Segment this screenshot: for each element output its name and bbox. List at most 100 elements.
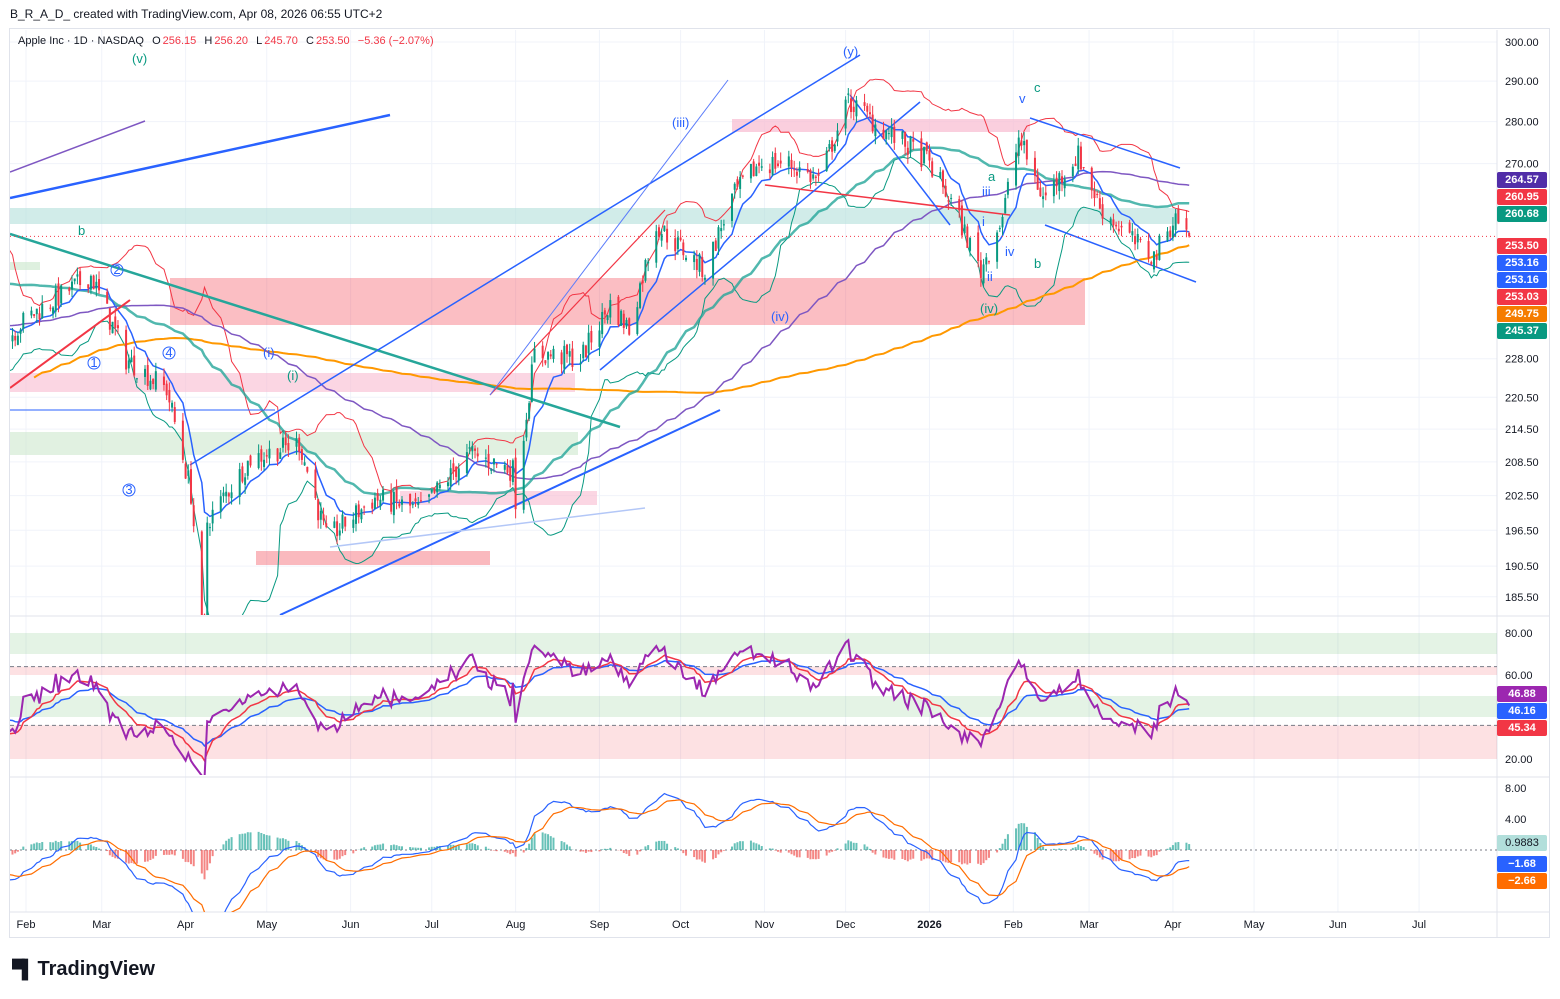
candle — [1090, 166, 1093, 199]
candle — [798, 161, 801, 178]
candle — [771, 151, 774, 177]
candle — [487, 445, 490, 476]
candle — [1023, 132, 1026, 154]
time-tick-label: Apr — [1164, 919, 1181, 931]
candle-body — [206, 522, 209, 615]
candle-body — [1063, 178, 1066, 189]
candle-body — [885, 130, 888, 140]
macd-histogram-bar — [590, 850, 593, 853]
candle-body — [279, 452, 282, 459]
candle — [219, 489, 222, 519]
candle-body — [276, 448, 279, 462]
candle-body — [306, 466, 309, 472]
candle — [525, 412, 528, 442]
symbol-legend: Apple Inc · 1D · NASDAQ O 256.15 H 256.20 … — [18, 35, 436, 47]
rsi-tick-label: 20.00 — [1505, 754, 1533, 766]
macd-histogram-bar — [768, 848, 771, 850]
candle — [152, 378, 155, 390]
price-tick-label: 196.50 — [1505, 525, 1539, 537]
macd-histogram-bar — [154, 850, 157, 856]
zone-rect — [10, 432, 578, 455]
candle-body — [768, 169, 771, 174]
trendline — [1029, 117, 1181, 169]
candle — [260, 445, 263, 471]
macd-histogram-bar — [885, 850, 888, 859]
macd-histogram-bar — [1139, 850, 1142, 856]
macd-histogram-bar — [739, 841, 742, 850]
candle-body — [452, 463, 455, 473]
candle-body — [855, 100, 858, 117]
macd-histogram-bar — [947, 850, 950, 863]
symbol-title[interactable]: Apple Inc · 1D · NASDAQ — [18, 35, 144, 47]
candle-body — [760, 166, 763, 168]
macd-histogram-bar — [428, 847, 431, 850]
macd-histogram-bar — [319, 850, 322, 859]
candle — [1042, 187, 1045, 208]
candle — [1109, 216, 1112, 231]
macd-histogram-bar — [560, 841, 563, 850]
candle-body — [809, 169, 812, 182]
rsi-value-tag: 46.88 — [1497, 686, 1547, 702]
macd-histogram-bar — [982, 850, 985, 864]
time-tick-label: Jun — [342, 919, 360, 931]
candle — [446, 476, 449, 491]
macd-histogram-bar — [355, 850, 358, 851]
macd-histogram-bar — [1134, 850, 1137, 859]
candle-body — [265, 455, 268, 457]
macd-histogram-bar — [244, 833, 247, 850]
candle — [1061, 170, 1064, 192]
candle-body — [238, 469, 241, 497]
chart-credit: B_R_A_D_ created with TradingView.com, A… — [10, 7, 383, 21]
candle — [1015, 143, 1018, 190]
candle — [89, 274, 92, 295]
tradingview-logo[interactable]: ▀▌ TradingView — [12, 958, 155, 981]
candle — [1025, 139, 1028, 166]
candle-body — [1036, 174, 1039, 190]
macd-histogram-bar — [812, 850, 815, 860]
candle — [644, 258, 647, 283]
candle-body — [776, 163, 779, 166]
macd-histogram-bar — [533, 833, 536, 850]
macd-histogram-bar — [676, 848, 679, 850]
candle — [1033, 151, 1036, 184]
candle — [506, 459, 509, 475]
candle-body — [960, 205, 963, 236]
wave-label: (i) — [287, 368, 299, 383]
candle-body — [79, 271, 82, 286]
candle — [265, 449, 268, 464]
candle-body — [1152, 251, 1155, 270]
macd-histogram-bar — [712, 850, 715, 860]
candle-body — [260, 449, 263, 462]
candle — [92, 274, 95, 290]
candle — [306, 466, 309, 474]
candle-body — [584, 345, 587, 358]
candle-body — [433, 488, 436, 493]
candle-body — [114, 316, 117, 328]
wave-label: iv — [1005, 244, 1015, 259]
macd-histogram-bar — [382, 843, 385, 850]
candle-body — [1061, 176, 1064, 183]
candle — [1177, 205, 1180, 225]
macd-histogram-bar — [95, 847, 98, 850]
candle-body — [701, 257, 704, 278]
time-tick-label: Jul — [1412, 919, 1426, 931]
candle — [985, 252, 988, 272]
macd-histogram-bar — [584, 850, 587, 853]
macd-histogram-bar — [1025, 826, 1028, 850]
candle — [663, 225, 666, 232]
candle-body — [676, 237, 679, 250]
candle — [736, 176, 739, 190]
macd-histogram-bar — [1131, 850, 1134, 859]
candle-body — [525, 419, 528, 438]
candle-body — [41, 303, 44, 319]
macd-histogram-bar — [1117, 850, 1120, 862]
candle — [249, 454, 252, 468]
candle — [944, 178, 947, 198]
candle — [552, 345, 555, 363]
macd-histogram-bar — [1169, 847, 1172, 850]
candle — [1128, 219, 1131, 234]
macd-histogram-bar — [509, 850, 512, 855]
macd-histogram-bar — [939, 850, 942, 861]
macd-histogram-bar — [598, 850, 601, 852]
